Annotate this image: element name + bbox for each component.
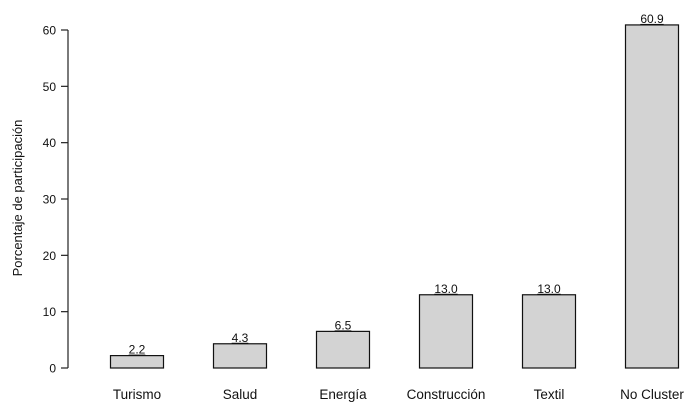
data-label: 13.0	[434, 282, 458, 296]
y-axis-label: Porcentaje de participación	[10, 120, 25, 277]
bar-textil	[521, 294, 577, 369]
category-labels-group: Turismo Salud Energía Construcción Textil No …	[113, 387, 685, 402]
data-label: 13.0	[537, 282, 561, 296]
bar-energ-a	[315, 330, 371, 369]
bar-construcci-n	[418, 294, 474, 369]
x-tick-label: Turismo	[113, 387, 161, 402]
value-labels-group: 2.2 4.3 6.5 13.0 13.0 60.9	[129, 12, 664, 357]
y-tick-label: 10	[43, 305, 57, 319]
x-tick-label: Construcción	[407, 387, 486, 402]
data-label: 6.5	[335, 318, 352, 332]
x-tick-label: Energía	[319, 387, 367, 402]
y-tick-label: 50	[43, 80, 57, 94]
data-label: 4.3	[232, 331, 249, 345]
data-label: 60.9	[640, 12, 664, 26]
y-tick-label: 60	[43, 24, 57, 38]
x-tick-label: No Cluster	[620, 387, 684, 402]
y-axis: 0 10 20 30 40 50 60	[43, 24, 69, 376]
y-tick-label: 30	[43, 193, 57, 207]
bar-turismo	[109, 355, 165, 369]
y-tick-label: 20	[43, 249, 57, 263]
y-tick-label: 40	[43, 136, 57, 150]
x-tick-label: Salud	[223, 387, 258, 402]
y-tick-label: 0	[49, 362, 56, 376]
x-tick-label: Textil	[534, 387, 565, 402]
bars-group	[109, 24, 680, 369]
bar-salud	[212, 343, 268, 369]
bar-no-cluster	[624, 24, 680, 369]
data-label: 2.2	[129, 343, 146, 357]
